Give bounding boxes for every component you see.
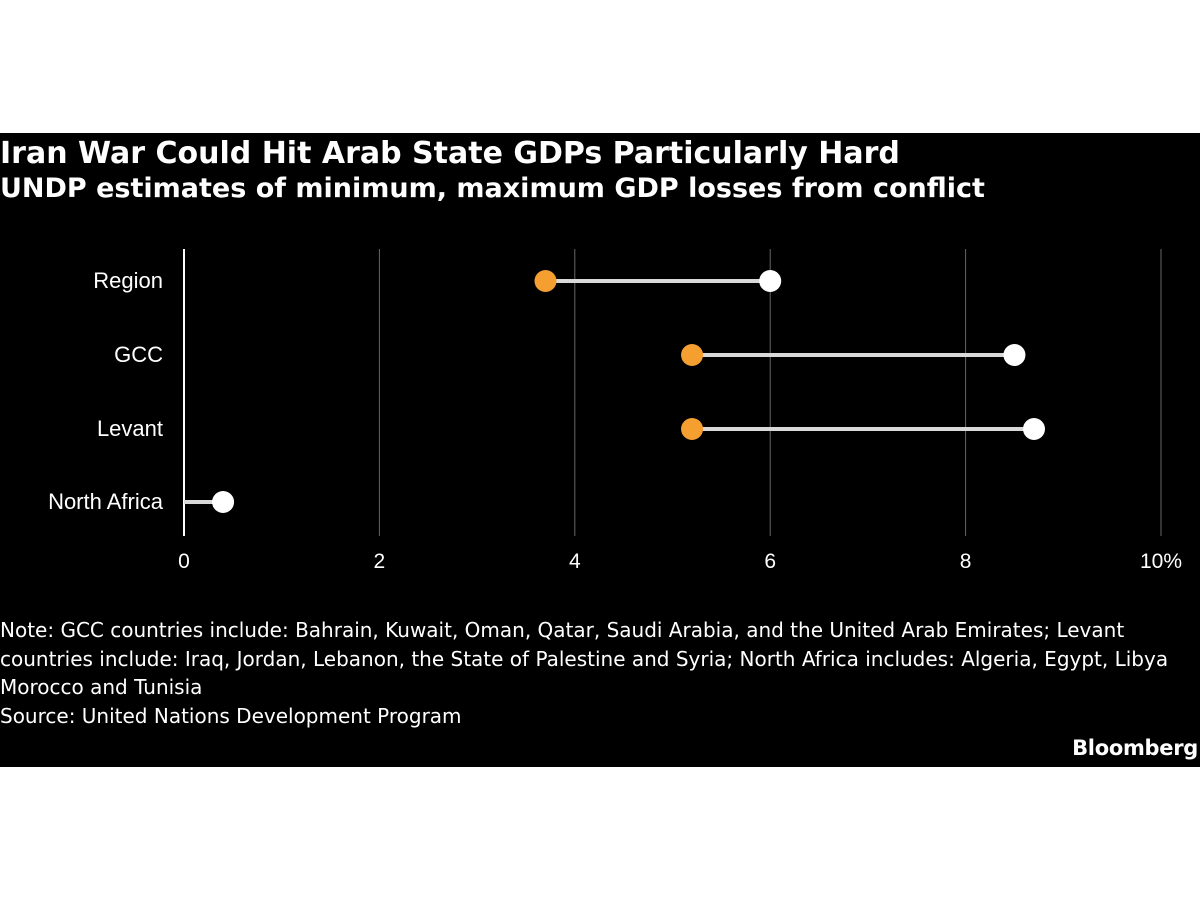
min-estimate-point	[681, 418, 704, 440]
max-estimate-point	[1022, 418, 1045, 440]
dumbbell-chart: 0 2 4 6 8 10% Region GCC Levant North Africa	[48, 249, 1182, 573]
source-text: Source: United Nations Development Progr…	[0, 703, 462, 728]
category-label: North Africa	[48, 489, 164, 514]
note-text: Note: GCC countries include: Bahrain, Ku…	[0, 618, 1169, 699]
x-tick-label: 10%	[1140, 550, 1182, 573]
chart-panel: Iran War Could Hit Arab State GDPs Parti…	[0, 133, 1200, 767]
category-label: Levant	[97, 416, 163, 441]
x-tick-label: 2	[374, 550, 386, 573]
min-estimate-point	[534, 270, 557, 292]
chart-notes: Note: GCC countries include: Bahrain, Ku…	[0, 616, 1195, 730]
x-tick-label: 4	[569, 550, 581, 573]
bloomberg-logo: Bloomberg	[1072, 736, 1198, 760]
x-tick-label: 6	[764, 550, 776, 573]
min-estimate-point	[681, 344, 704, 366]
x-tick-label: 8	[960, 550, 972, 573]
max-estimate-point	[759, 270, 782, 292]
max-estimate-point	[1003, 344, 1026, 366]
chart-subtitle: UNDP estimates of minimum, maximum GDP l…	[0, 173, 985, 204]
category-label: Region	[93, 268, 163, 293]
category-label: GCC	[114, 342, 163, 367]
chart-title: Iran War Could Hit Arab State GDPs Parti…	[0, 136, 900, 171]
max-estimate-point	[212, 491, 235, 513]
x-tick-label: 0	[178, 550, 190, 573]
